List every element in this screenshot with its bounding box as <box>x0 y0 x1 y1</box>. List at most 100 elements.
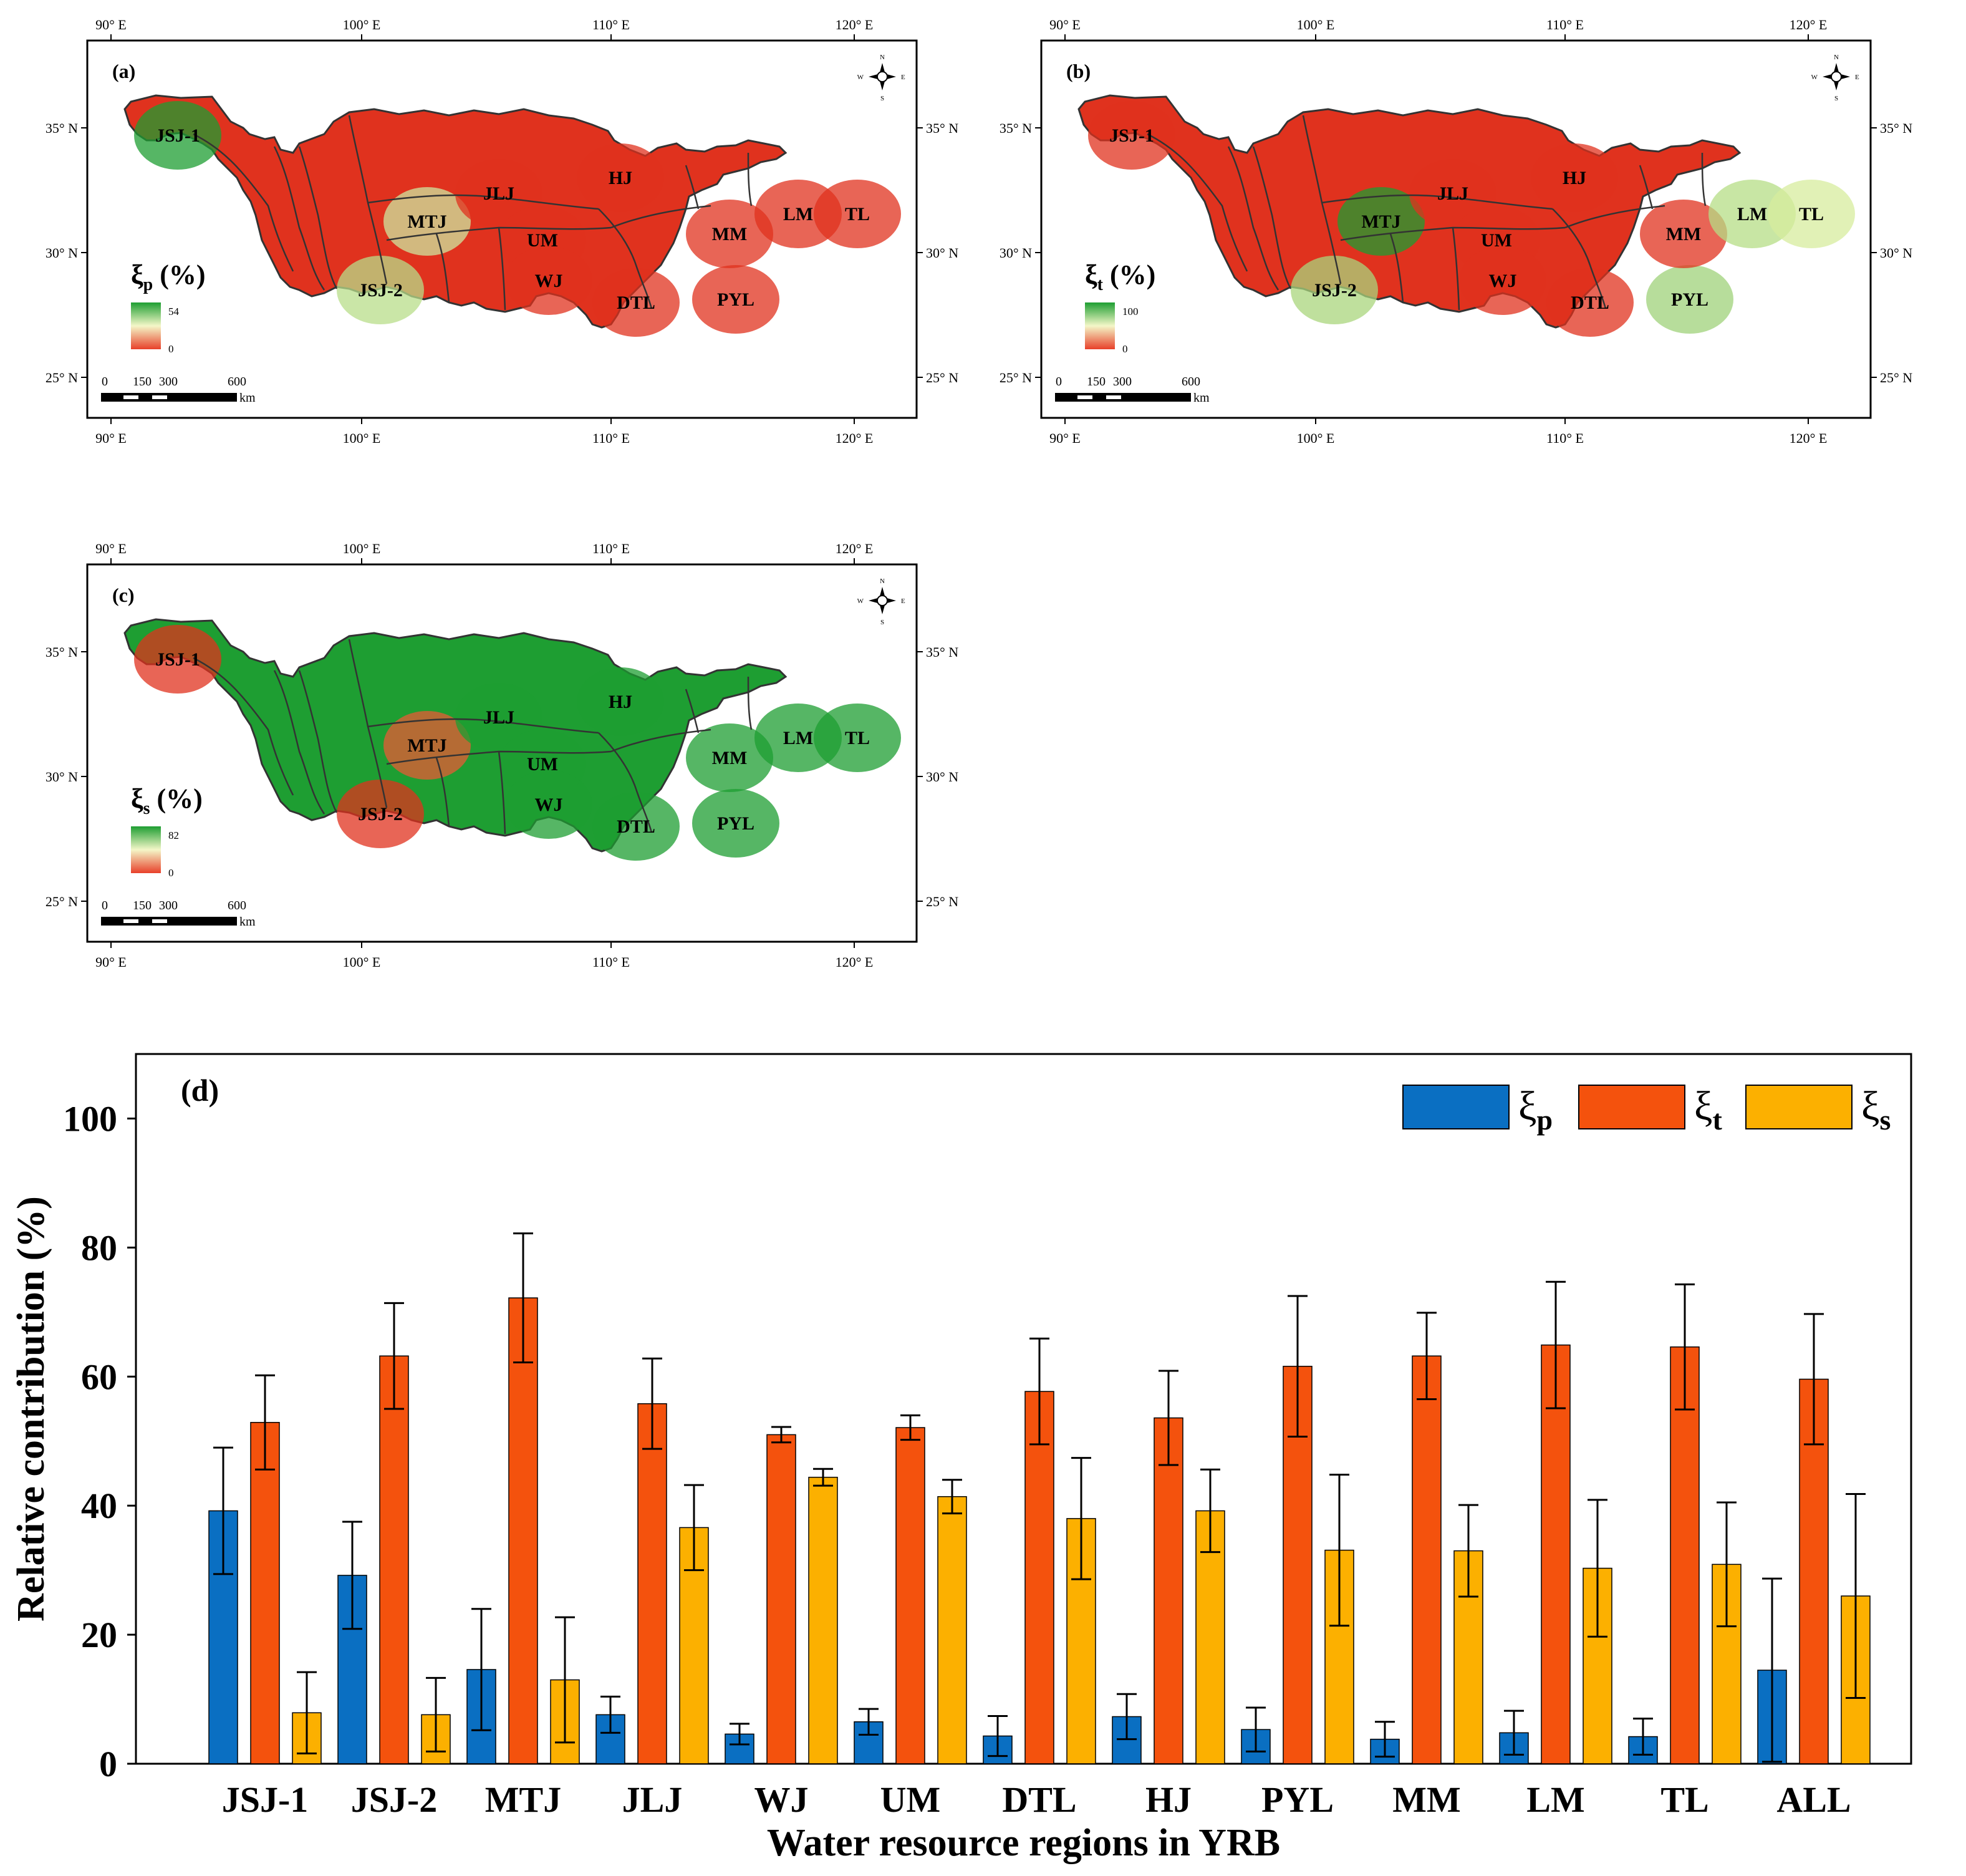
x-tick-label: LM <box>1526 1779 1584 1820</box>
map-panel-c: JSJ-1 MTJ JSJ-2 JLJ HJ UM WJ DTL PYL MM LM TL (c) N E S… <box>46 541 958 970</box>
legend-min-value: 0 <box>168 867 174 879</box>
category-group-jsj-2 <box>337 1302 451 1764</box>
bar-t-um <box>895 1427 925 1764</box>
region-label-wj: WJ <box>535 795 563 815</box>
region-label-mtj: MTJ <box>407 211 446 232</box>
scale-bar-segment <box>152 919 167 923</box>
lon-label-bottom: 90° E <box>95 430 127 446</box>
region-label-tl: TL <box>845 204 870 225</box>
region-label-dtl: DTL <box>617 816 655 837</box>
scale-label-150: 150 <box>133 375 152 389</box>
region-boundary <box>1389 233 1404 303</box>
region-label-mm: MM <box>712 748 748 768</box>
scale-label-300: 300 <box>159 899 178 912</box>
region-shade-jsj-2 <box>337 256 424 324</box>
region-boundary <box>1321 194 1553 210</box>
basin-map: JSJ-1 MTJ JSJ-2 JLJ HJ UM WJ DTL PYL MM LM TL <box>123 618 901 861</box>
region-label-mm: MM <box>1666 224 1702 244</box>
region-boundary <box>685 689 700 733</box>
legend-color-bar <box>131 302 161 349</box>
lat-label-right: 25° N <box>926 894 958 909</box>
scale-label-300: 300 <box>159 375 178 389</box>
region-label-lm: LM <box>1737 204 1767 225</box>
panel-label: (c) <box>112 584 135 606</box>
category-group-tl <box>1628 1283 1742 1764</box>
region-shade-pyl <box>692 265 779 334</box>
region-shade-wj <box>505 246 592 315</box>
legend-label-p: ξp <box>1518 1083 1553 1136</box>
bar-t-tl <box>1670 1346 1700 1764</box>
x-tick-label: UM <box>880 1779 941 1820</box>
legend-swatch-p <box>1402 1085 1510 1129</box>
scale-label-0: 0 <box>102 899 108 912</box>
x-tick-label: JSJ-1 <box>222 1779 309 1820</box>
compass-icon: N E S W <box>857 54 905 102</box>
lon-label-top: 100° E <box>343 17 381 32</box>
region-shade-wj <box>1459 246 1546 315</box>
legend-color-bar <box>1085 302 1115 349</box>
lon-label-bottom: 100° E <box>343 430 381 446</box>
scale-bar-segment <box>1106 395 1121 399</box>
y-tick-label: 20 <box>81 1615 117 1655</box>
bar-chart-panel-d: (d) 0 20 40 60 80 100 Relative contribution (%)… <box>10 1053 1912 1864</box>
region-label-lm: LM <box>783 728 813 748</box>
region-label-um: UM <box>1481 230 1512 251</box>
lon-label-top: 110° E <box>592 541 630 556</box>
lon-label-bottom: 110° E <box>1546 430 1584 446</box>
scale-unit: km <box>239 391 256 405</box>
scale-bar-segment <box>123 919 138 923</box>
compass-letter-e: E <box>1855 74 1859 81</box>
lon-label-top: 110° E <box>1546 17 1584 32</box>
region-label-jsj-2: JSJ-2 <box>1312 280 1357 301</box>
x-tick-label: MM <box>1392 1779 1461 1820</box>
compass-letter-s: S <box>880 619 884 626</box>
scale-label-600: 600 <box>1182 375 1200 389</box>
region-shade-wj <box>505 770 592 839</box>
region-boundary <box>273 146 325 291</box>
region-boundary <box>498 227 506 311</box>
bar-t-mtj <box>508 1297 538 1764</box>
legend-title: ξs (%) <box>131 783 203 818</box>
region-label-mtj: MTJ <box>1361 211 1400 232</box>
region-shade-mm <box>686 200 773 268</box>
legend-label-t: ξt <box>1694 1083 1722 1136</box>
scale-label-300: 300 <box>1113 375 1132 389</box>
lat-label-left: 25° N <box>46 370 78 385</box>
scale-unit: km <box>1193 391 1210 405</box>
region-boundary <box>435 233 450 303</box>
lon-label-bottom: 120° E <box>836 954 874 970</box>
region-label-hj: HJ <box>609 692 632 712</box>
y-axis-title: Relative contribution (%) <box>10 1196 52 1622</box>
lat-label-left: 30° N <box>46 245 78 261</box>
legend-swatch-s <box>1745 1085 1853 1129</box>
region-boundary <box>610 205 711 229</box>
region-label-tl: TL <box>1799 204 1824 225</box>
compass-letter-e: E <box>901 597 905 605</box>
lat-label-left: 35° N <box>46 644 78 660</box>
compass-center <box>877 71 888 82</box>
region-label-jsj-1: JSJ-1 <box>155 125 200 146</box>
region-shade-pyl <box>1646 265 1733 334</box>
region-label-jsj-1: JSJ-1 <box>155 649 200 670</box>
region-boundary <box>1564 205 1665 229</box>
lon-label-top: 90° E <box>95 17 127 32</box>
region-label-pyl: PYL <box>1671 289 1708 310</box>
bar-t-jsj-2 <box>379 1355 409 1764</box>
lat-label-right: 25° N <box>926 370 958 385</box>
lat-label-right: 30° N <box>926 769 958 785</box>
region-boundary <box>598 208 653 309</box>
region-label-jsj-1: JSJ-1 <box>1109 125 1154 146</box>
region-shade-hj <box>1531 143 1618 212</box>
region-label-hj: HJ <box>1563 168 1586 188</box>
region-label-wj: WJ <box>1489 271 1517 291</box>
region-boundary <box>1147 133 1248 272</box>
lon-label-bottom: 110° E <box>592 954 630 970</box>
region-shade-jsj-1 <box>1088 101 1175 170</box>
region-label-tl: TL <box>845 728 870 748</box>
scale-bar-segment <box>152 395 167 399</box>
legend-max-value: 82 <box>168 829 179 841</box>
scale-bar-segment <box>123 395 138 399</box>
region-boundary <box>1639 165 1654 210</box>
bar-t-lm <box>1541 1344 1571 1764</box>
